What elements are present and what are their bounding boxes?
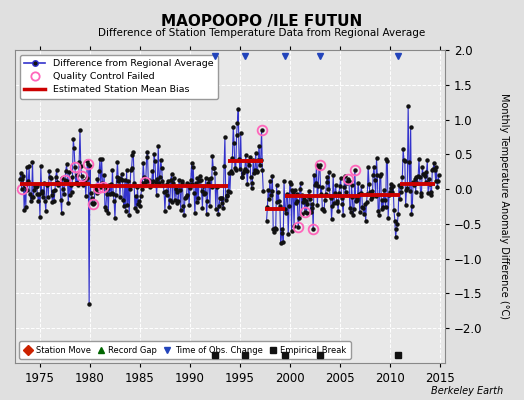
Text: Berkeley Earth: Berkeley Earth (431, 386, 503, 396)
Y-axis label: Monthly Temperature Anomaly Difference (°C): Monthly Temperature Anomaly Difference (… (499, 94, 509, 320)
Text: MAOPOOPO /ILE FUTUN: MAOPOOPO /ILE FUTUN (161, 14, 363, 29)
Legend: Station Move, Record Gap, Time of Obs. Change, Empirical Break: Station Move, Record Gap, Time of Obs. C… (19, 342, 351, 359)
Text: Difference of Station Temperature Data from Regional Average: Difference of Station Temperature Data f… (99, 28, 425, 38)
